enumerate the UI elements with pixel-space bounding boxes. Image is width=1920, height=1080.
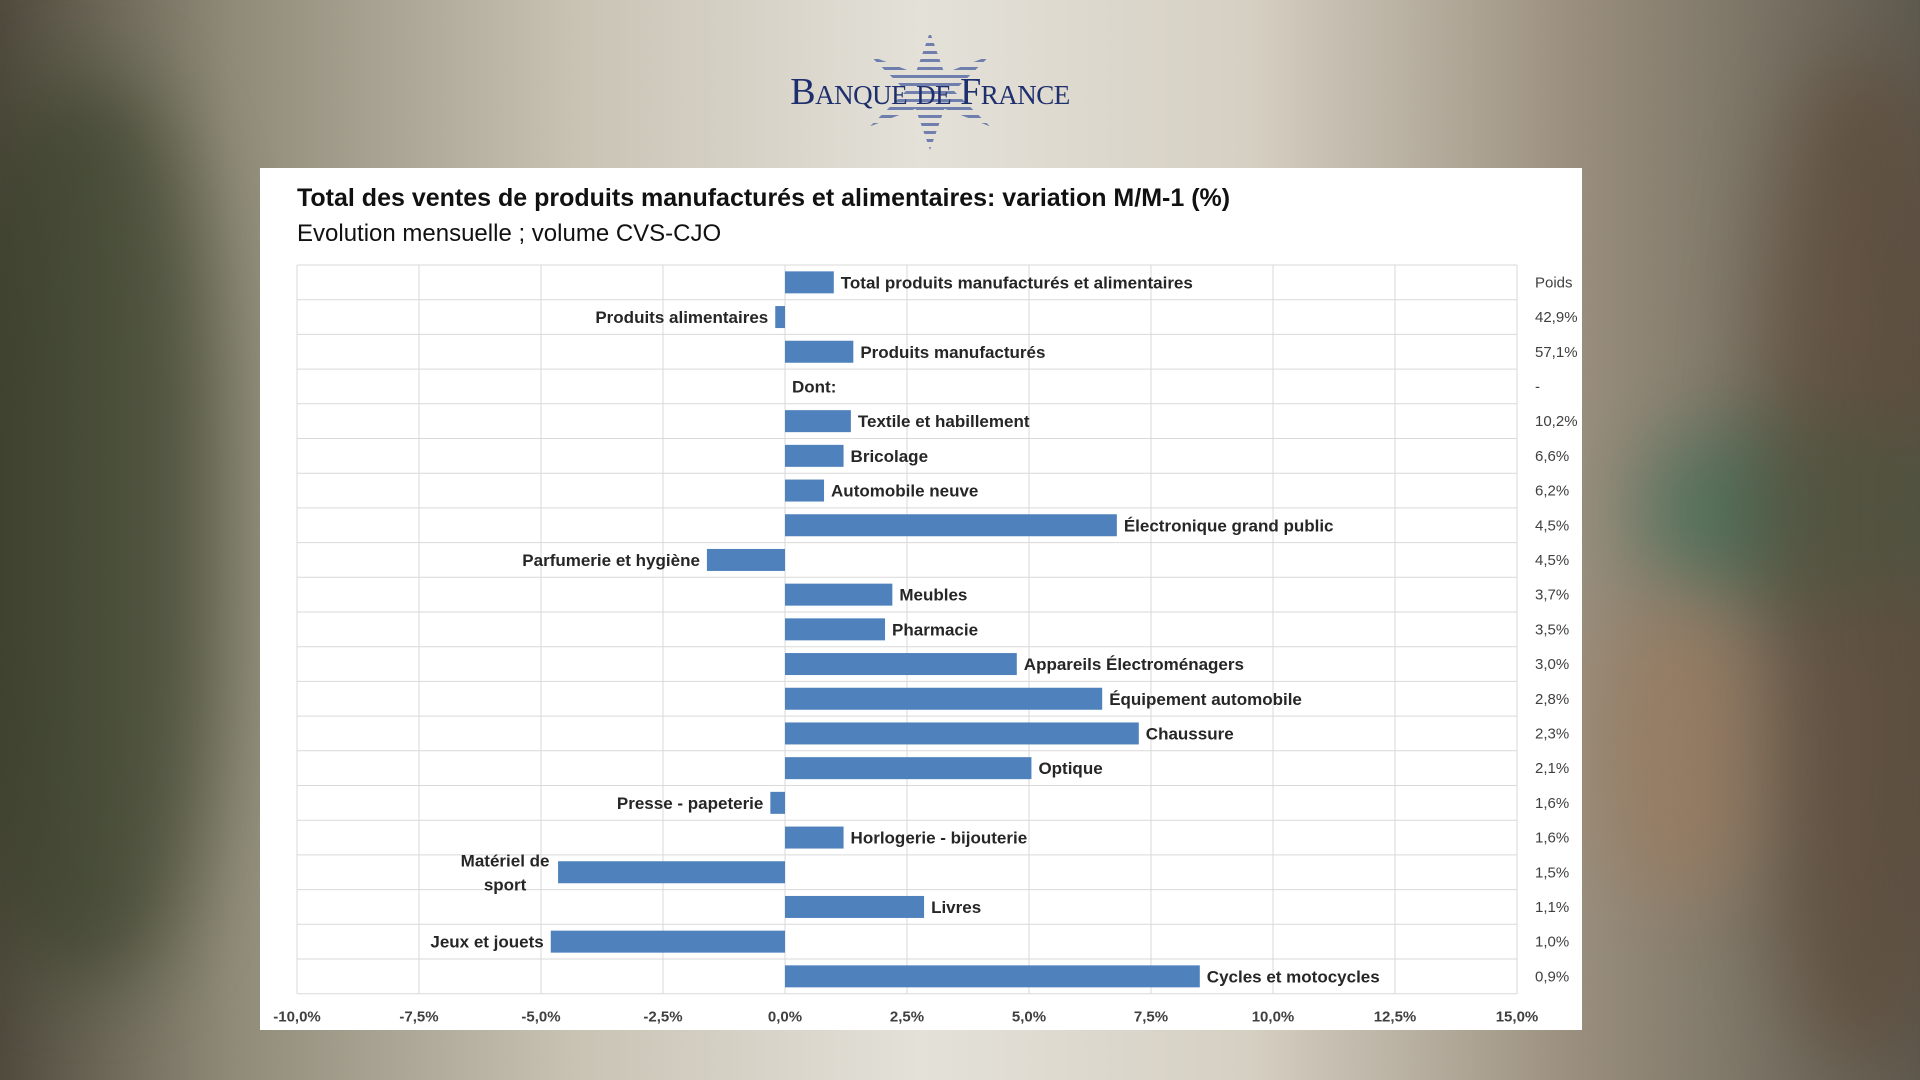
x-tick-label: 5,0% <box>1012 1009 1046 1026</box>
bar-13 <box>785 722 1139 745</box>
x-tick-label: 15,0% <box>1496 1009 1539 1026</box>
x-tick-label: 10,0% <box>1252 1009 1295 1026</box>
bar-label: Électronique grand public <box>1124 516 1334 535</box>
weight-value: - <box>1535 378 1540 395</box>
bar-label: Appareils Électroménagers <box>1024 655 1244 674</box>
bar-11 <box>785 653 1017 676</box>
bar-20 <box>785 965 1200 988</box>
weight-value: 1,6% <box>1535 830 1569 847</box>
weight-value: 2,1% <box>1535 760 1569 777</box>
weight-value: 0,9% <box>1535 968 1569 985</box>
bar-5 <box>785 444 844 467</box>
bar-19 <box>550 930 785 953</box>
bar-14 <box>785 757 1032 780</box>
bar-label: Parfumerie et hygiène <box>522 551 700 570</box>
bar-label: Textile et habillement <box>858 412 1030 431</box>
weight-value: 2,3% <box>1535 725 1569 742</box>
bar-label: Pharmacie <box>892 620 978 639</box>
weight-value: 1,5% <box>1535 864 1569 881</box>
bar-0 <box>785 271 834 294</box>
weight-value: 4,5% <box>1535 517 1569 534</box>
weight-value: 1,6% <box>1535 795 1569 812</box>
weight-value: 10,2% <box>1535 413 1578 430</box>
bar-label: Total produits manufacturés et alimentai… <box>841 273 1193 292</box>
bar-label: Bricolage <box>851 447 928 466</box>
bar-label: Optique <box>1038 759 1102 778</box>
x-tick-label: -2,5% <box>643 1009 682 1026</box>
bar-label: Horlogerie - bijouterie <box>851 829 1028 848</box>
x-tick-label: -5,0% <box>521 1009 560 1026</box>
bar-18 <box>785 895 925 918</box>
background-pedestrian <box>1600 600 1760 900</box>
bar-label: Livres <box>931 898 981 917</box>
bar-label: Automobile neuve <box>831 482 978 501</box>
x-tick-label: 12,5% <box>1374 1009 1417 1026</box>
x-tick-label: 7,5% <box>1134 1009 1168 1026</box>
background-storefront <box>0 80 220 980</box>
weight-value: 1,0% <box>1535 934 1569 951</box>
weight-header: Poids <box>1535 274 1573 291</box>
bar-label: Meubles <box>899 586 967 605</box>
bar-label: Équipement automobile <box>1109 690 1302 709</box>
weight-value: 3,0% <box>1535 656 1569 673</box>
x-tick-label: -10,0% <box>273 1009 321 1026</box>
bar-12 <box>785 687 1103 710</box>
bar-9 <box>785 583 893 606</box>
bar-label: Presse - papeterie <box>617 794 763 813</box>
background-building <box>1760 60 1920 1060</box>
weight-value: 6,2% <box>1535 483 1569 500</box>
bar-label: Produits manufacturés <box>860 343 1045 362</box>
bar-label: Chaussure <box>1146 724 1234 743</box>
chart-title: Total des ventes de produits manufacturé… <box>297 184 1231 212</box>
bar-label: Dont: <box>792 377 836 396</box>
bar-label: Produits alimentaires <box>595 308 768 327</box>
bar-7 <box>785 514 1117 537</box>
bar-17 <box>558 861 785 884</box>
bar-15 <box>770 791 785 814</box>
weight-value: 2,8% <box>1535 691 1569 708</box>
weight-value: 57,1% <box>1535 344 1578 361</box>
chart-subtitle: Evolution mensuelle ; volume CVS-CJO <box>297 220 722 247</box>
bar-label: Cycles et motocycles <box>1207 967 1380 986</box>
weight-value: 3,7% <box>1535 587 1569 604</box>
bar-1 <box>775 306 785 329</box>
chart-panel: Total produits manufacturés et alimentai… <box>260 168 1582 1030</box>
bar-chart: Total produits manufacturés et alimentai… <box>273 264 1578 1026</box>
weight-value: 42,9% <box>1535 309 1578 326</box>
bar-2 <box>785 340 854 363</box>
bar-label: sport <box>484 875 527 894</box>
weight-value: 4,5% <box>1535 552 1569 569</box>
logo-text: Banque de France <box>790 71 1070 113</box>
bar-8 <box>706 548 785 571</box>
bar-10 <box>785 618 886 641</box>
bar-6 <box>785 479 825 502</box>
banque-de-france-logo: Banque de France <box>760 26 1100 156</box>
weight-value: 3,5% <box>1535 621 1569 638</box>
bar-4 <box>785 410 851 433</box>
weight-value: 1,1% <box>1535 899 1569 916</box>
bar-16 <box>785 826 844 849</box>
bar-label: Jeux et jouets <box>430 933 543 952</box>
weight-value: 6,6% <box>1535 448 1569 465</box>
bar-label: Matériel de <box>461 851 550 870</box>
x-tick-label: 0,0% <box>768 1009 802 1026</box>
x-tick-label: 2,5% <box>890 1009 924 1026</box>
x-tick-label: -7,5% <box>399 1009 438 1026</box>
